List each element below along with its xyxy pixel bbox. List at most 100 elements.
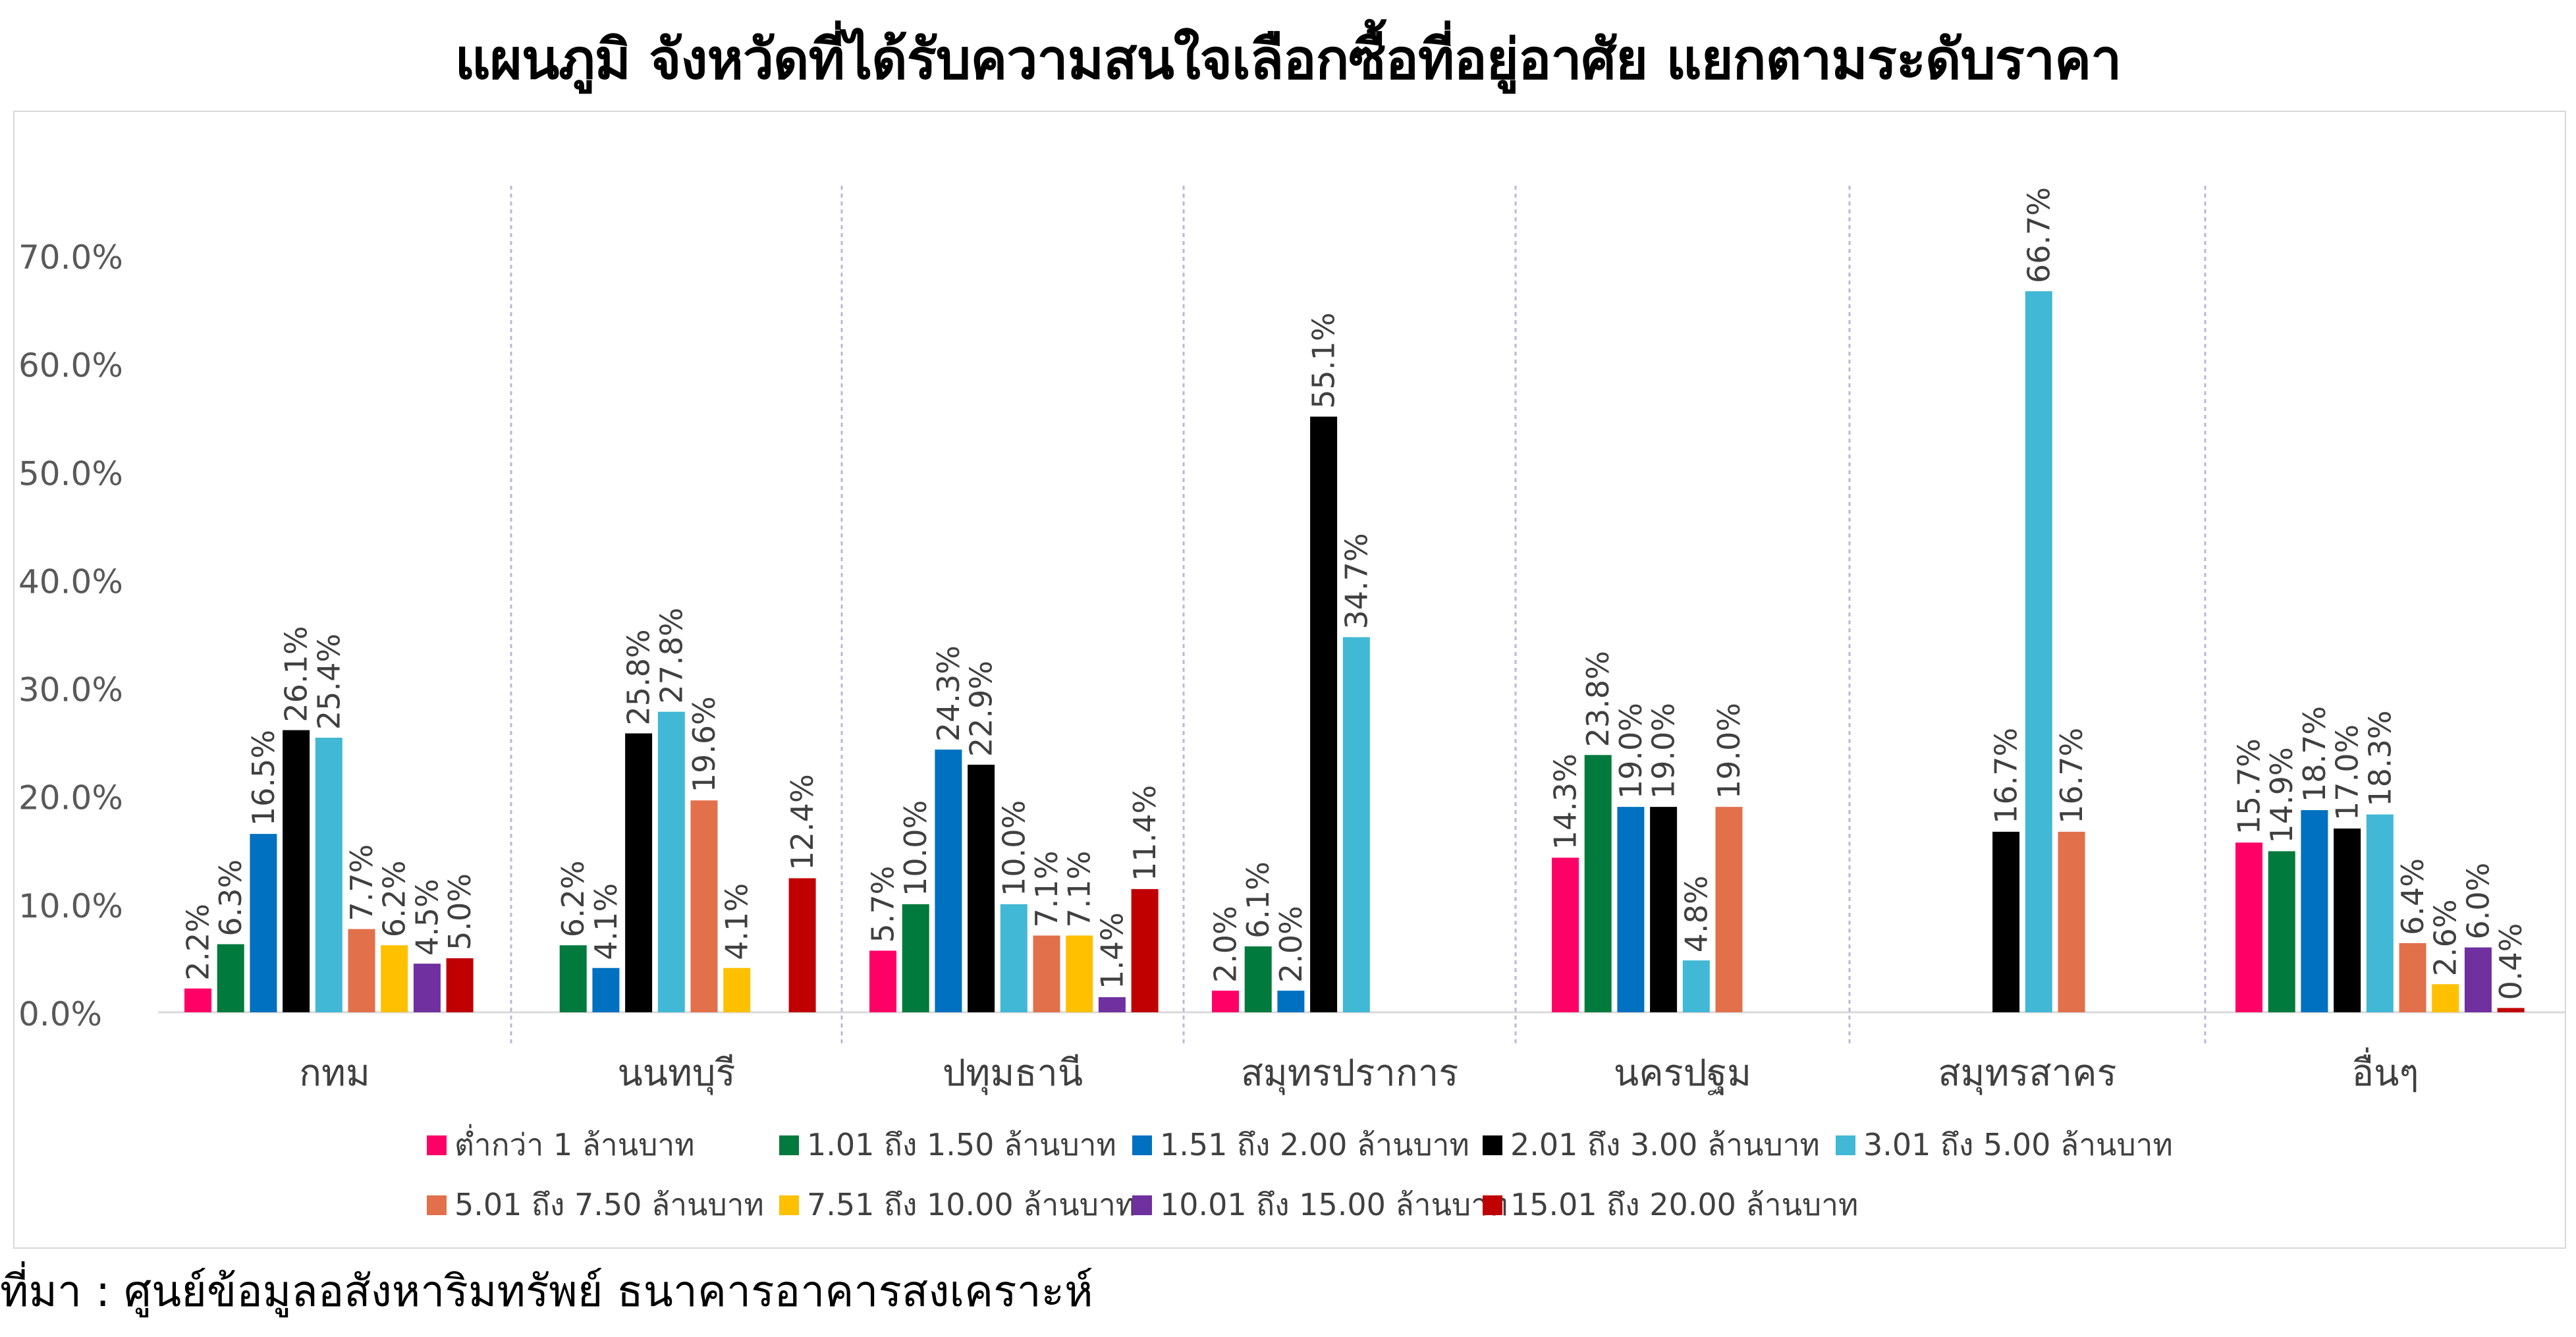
data-label: 10.0% [898,800,933,896]
data-label: 6.2% [377,860,412,937]
data-label: 6.4% [2395,858,2430,935]
bar [250,834,277,1012]
x-tick-label: ปทุมธานี [943,1052,1083,1095]
data-label: 4.5% [409,879,445,956]
bar [446,958,474,1012]
bar [1033,935,1060,1012]
bar [1244,946,1272,1012]
bar [1584,755,1612,1012]
bar [2366,814,2394,1012]
bar [1552,858,1579,1012]
bar [315,738,343,1012]
bar [592,968,620,1012]
bar [283,730,310,1012]
bar [2334,828,2361,1012]
legend-swatch [1483,1135,1502,1155]
legend-label: 1.01 ถึง 1.50 ล้านบาท [807,1127,1116,1162]
bar [381,945,408,1012]
bar [2235,842,2262,1012]
bar [2464,947,2492,1012]
bar [2497,1008,2525,1012]
bar [1066,935,1093,1012]
data-label: 55.1% [1306,312,1342,408]
legend-label: 5.01 ถึง 7.50 ล้านบาท [454,1187,764,1222]
data-label: 24.3% [931,645,966,742]
chart-title: แผนภูมิ จังหวัดที่ได้รับความสนใจเลือกซื้… [454,27,2122,92]
x-tick-label: กทม [299,1052,370,1095]
data-label: 0.4% [2493,923,2529,1000]
data-label: 6.3% [213,860,248,937]
bar [690,800,718,1012]
data-label: 2.2% [180,904,216,981]
bar [788,878,816,1012]
data-label: 16.7% [2054,728,2089,824]
data-label: 22.9% [964,661,999,757]
bar [1098,997,1126,1012]
legend-swatch [1483,1195,1502,1215]
bar [2301,810,2328,1012]
x-tick-label: อื่นๆ [2352,1047,2419,1095]
data-label: 7.1% [1062,851,1097,928]
legend-swatch [427,1195,447,1215]
x-tick-label: นนทบุรี [617,1052,735,1095]
y-tick-label: 0.0% [18,995,102,1033]
legend-swatch [779,1195,799,1215]
data-label: 66.7% [2021,187,2056,283]
legend-label: 10.01 ถึง 15.00 ล้านบาท [1160,1187,1508,1222]
legend-label: 1.51 ถึง 2.00 ล้านบาท [1160,1127,1469,1162]
bar [1277,991,1305,1012]
data-label: 14.9% [2264,747,2299,843]
bar [935,750,962,1012]
data-label: 6.0% [2460,863,2496,940]
y-tick-label: 20.0% [18,779,123,817]
legend-label: ต่ำกว่า 1 ล้านบาท [454,1124,695,1162]
legend-swatch [779,1135,799,1155]
data-label: 26.1% [279,626,314,722]
data-label: 19.0% [1711,703,1747,799]
bar [184,988,211,1012]
data-label: 2.6% [2428,899,2463,976]
x-tick-label: นครปฐม [1614,1052,1751,1095]
data-label: 25.8% [621,629,657,725]
legend-label: 15.01 ถึง 20.00 ล้านบาท [1510,1187,1858,1222]
bar [723,968,751,1012]
legend-label: 3.01 ถึง 5.00 ล้านบาท [1863,1127,2173,1162]
data-label: 6.2% [555,860,591,937]
bar [217,944,244,1012]
bar [2268,851,2295,1012]
data-label: 15.7% [2232,738,2267,834]
bar [413,964,441,1012]
legend-swatch [427,1135,447,1155]
data-label: 16.7% [1988,728,2024,824]
y-tick-label: 70.0% [18,238,123,277]
legend-label: 2.01 ถึง 3.00 ล้านบาท [1510,1127,1820,1162]
bar [1992,831,2020,1012]
data-label: 2.0% [1273,906,1309,983]
y-tick-label: 10.0% [18,887,123,925]
bar [869,950,896,1012]
data-label: 4.1% [719,883,755,960]
data-label: 19.6% [686,696,722,792]
bar [1000,904,1028,1012]
bar [902,904,929,1012]
y-tick-label: 40.0% [18,562,123,601]
data-label: 4.1% [588,883,624,960]
bar [1617,807,1645,1012]
data-label: 5.7% [865,866,901,943]
bar [1682,960,1710,1012]
data-label: 7.7% [344,844,379,921]
data-label: 1.4% [1094,912,1130,989]
data-label: 34.7% [1338,533,1374,629]
data-label: 7.1% [1029,851,1064,928]
y-tick-label: 50.0% [18,454,123,493]
chart-frame [13,111,2566,1249]
bar [657,711,685,1012]
bar [1310,416,1338,1012]
data-label: 11.4% [1127,785,1163,881]
bar [968,765,995,1012]
data-label: 23.8% [1580,651,1616,747]
data-label: 14.3% [1548,753,1583,850]
bar [348,929,375,1012]
data-label: 5.0% [442,873,478,950]
